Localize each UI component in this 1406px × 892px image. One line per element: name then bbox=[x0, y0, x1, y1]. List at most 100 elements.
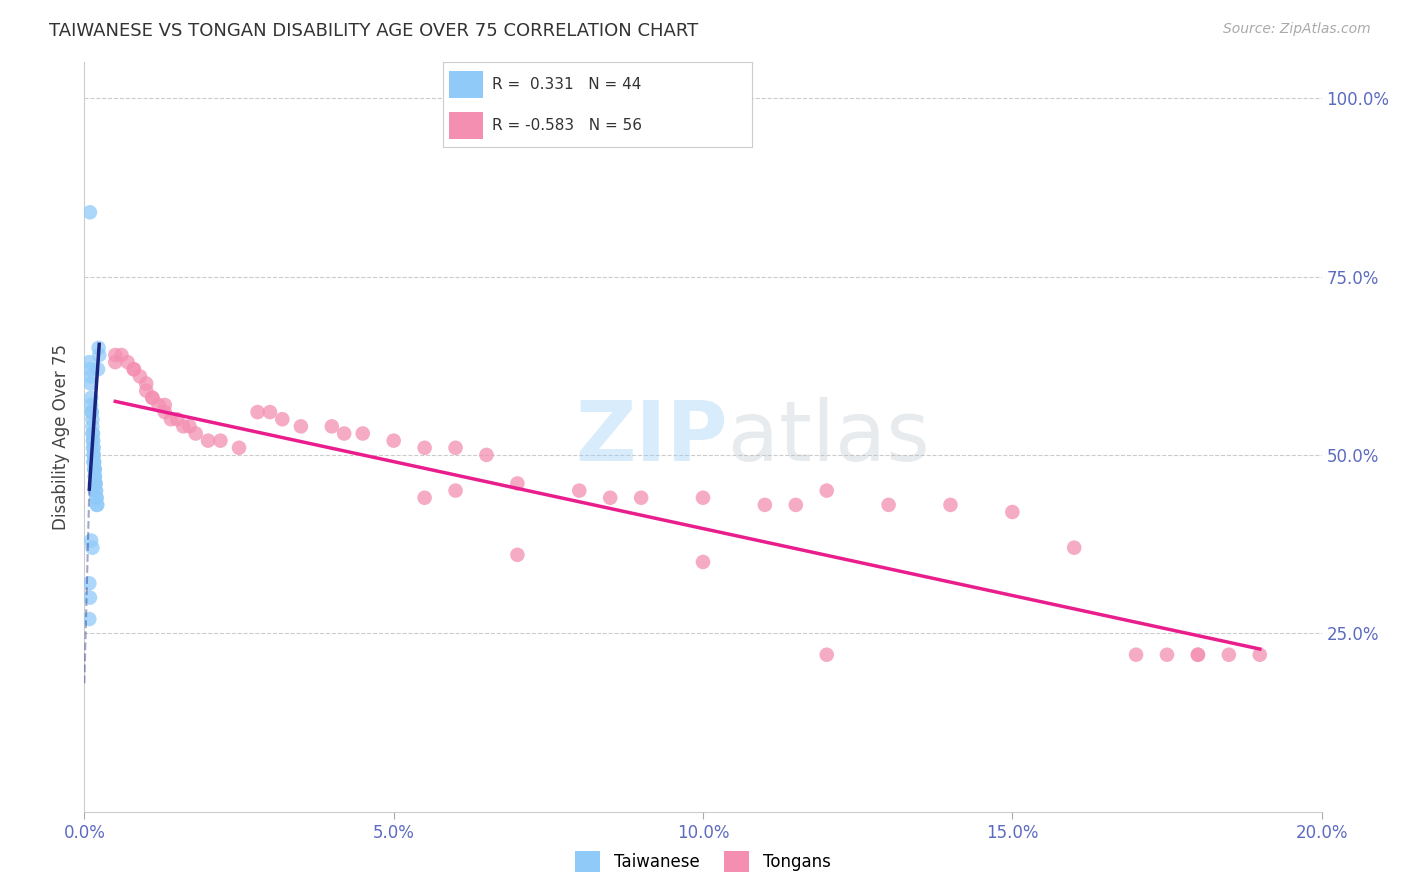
Point bbox=[939, 498, 962, 512]
Point bbox=[87, 362, 110, 376]
Point bbox=[228, 441, 250, 455]
Point bbox=[79, 205, 101, 219]
Point bbox=[209, 434, 232, 448]
Point bbox=[79, 612, 101, 626]
Point bbox=[104, 348, 127, 362]
Text: ZIP: ZIP bbox=[575, 397, 728, 477]
Point bbox=[135, 384, 157, 398]
Point bbox=[246, 405, 269, 419]
Point bbox=[599, 491, 621, 505]
Point bbox=[83, 455, 105, 469]
Point bbox=[413, 491, 436, 505]
Point bbox=[506, 548, 529, 562]
Point bbox=[352, 426, 374, 441]
Point bbox=[444, 441, 467, 455]
Point bbox=[148, 398, 170, 412]
Point bbox=[122, 362, 145, 376]
FancyBboxPatch shape bbox=[449, 71, 484, 98]
Point bbox=[122, 362, 145, 376]
Point bbox=[84, 476, 107, 491]
Point bbox=[86, 498, 108, 512]
Point bbox=[506, 476, 529, 491]
Point bbox=[87, 341, 110, 355]
Point bbox=[160, 412, 183, 426]
Point bbox=[271, 412, 294, 426]
Point bbox=[83, 455, 105, 469]
Point bbox=[1125, 648, 1147, 662]
Point bbox=[117, 355, 139, 369]
Point bbox=[79, 369, 101, 384]
Point bbox=[141, 391, 163, 405]
Point bbox=[1218, 648, 1240, 662]
Point bbox=[80, 405, 103, 419]
Point bbox=[135, 376, 157, 391]
Y-axis label: Disability Age Over 75: Disability Age Over 75 bbox=[52, 344, 70, 530]
Point bbox=[129, 369, 152, 384]
Point bbox=[84, 491, 107, 505]
Point bbox=[82, 434, 104, 448]
Point bbox=[785, 498, 807, 512]
Point bbox=[83, 462, 105, 476]
Point bbox=[184, 426, 207, 441]
Point bbox=[166, 412, 188, 426]
Point bbox=[83, 462, 105, 476]
Point bbox=[84, 483, 107, 498]
Point bbox=[83, 469, 105, 483]
Point bbox=[82, 441, 104, 455]
Point bbox=[79, 576, 101, 591]
Text: atlas: atlas bbox=[728, 397, 929, 477]
Point bbox=[259, 405, 281, 419]
Point bbox=[290, 419, 312, 434]
Point bbox=[104, 355, 127, 369]
Point bbox=[82, 419, 104, 434]
Text: Source: ZipAtlas.com: Source: ZipAtlas.com bbox=[1223, 22, 1371, 37]
Point bbox=[413, 441, 436, 455]
Point bbox=[877, 498, 900, 512]
Point bbox=[82, 426, 104, 441]
Point bbox=[1156, 648, 1178, 662]
Point bbox=[83, 462, 105, 476]
Point bbox=[630, 491, 652, 505]
Point bbox=[83, 448, 105, 462]
Point bbox=[692, 491, 714, 505]
Point bbox=[1249, 648, 1271, 662]
Point bbox=[86, 498, 108, 512]
Point bbox=[197, 434, 219, 448]
FancyBboxPatch shape bbox=[449, 112, 484, 139]
Point bbox=[82, 434, 104, 448]
Point bbox=[110, 348, 132, 362]
Point bbox=[83, 469, 105, 483]
Point bbox=[321, 419, 343, 434]
Point bbox=[82, 412, 104, 426]
Point bbox=[83, 441, 105, 455]
Point bbox=[815, 648, 838, 662]
Point bbox=[83, 448, 105, 462]
Point bbox=[444, 483, 467, 498]
Point bbox=[815, 483, 838, 498]
Point bbox=[83, 476, 105, 491]
Point bbox=[1063, 541, 1085, 555]
Point bbox=[153, 398, 176, 412]
Point bbox=[568, 483, 591, 498]
Legend: Taiwanese, Tongans: Taiwanese, Tongans bbox=[568, 845, 838, 879]
Point bbox=[1187, 648, 1209, 662]
Point bbox=[80, 533, 103, 548]
Point bbox=[141, 391, 163, 405]
Point bbox=[179, 419, 201, 434]
Point bbox=[84, 483, 107, 498]
Point bbox=[754, 498, 776, 512]
Point bbox=[1187, 648, 1209, 662]
Point bbox=[89, 348, 111, 362]
Point bbox=[79, 376, 101, 391]
Point bbox=[153, 405, 176, 419]
Point bbox=[83, 455, 105, 469]
Text: TAIWANESE VS TONGAN DISABILITY AGE OVER 75 CORRELATION CHART: TAIWANESE VS TONGAN DISABILITY AGE OVER … bbox=[49, 22, 699, 40]
Point bbox=[82, 426, 104, 441]
Point bbox=[80, 405, 103, 419]
Point bbox=[80, 391, 103, 405]
Point bbox=[80, 398, 103, 412]
Point bbox=[172, 419, 194, 434]
Point bbox=[79, 362, 101, 376]
Point bbox=[84, 476, 107, 491]
Point bbox=[382, 434, 405, 448]
